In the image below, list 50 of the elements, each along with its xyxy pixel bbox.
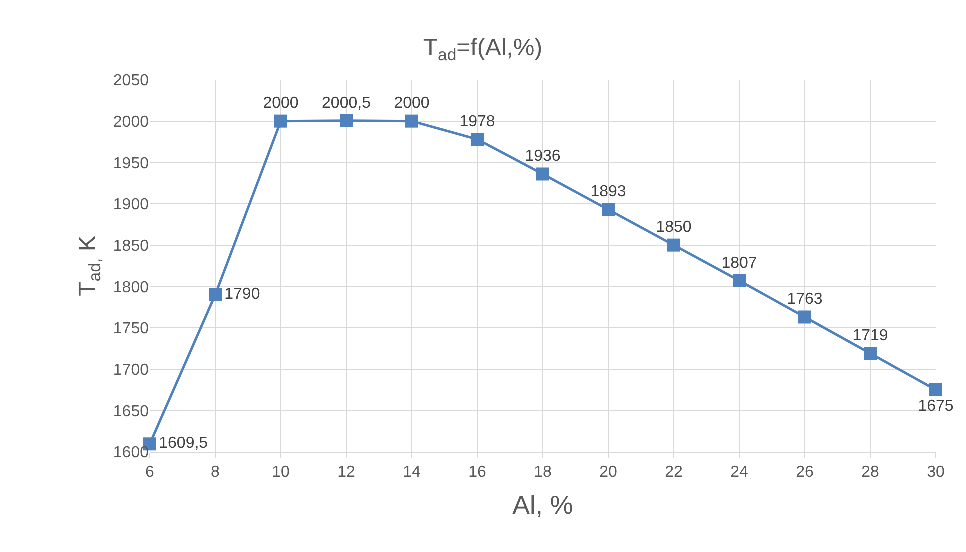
- x-tick-label: 16: [468, 464, 486, 482]
- data-label: 1719: [852, 328, 888, 345]
- x-tick-label: 10: [272, 464, 290, 482]
- chart-title: T$_{ad}$=f(Al,%): [423, 34, 543, 64]
- point: [798, 310, 812, 324]
- x-tick-label: 14: [403, 464, 421, 482]
- x-tick-label: 6: [146, 464, 155, 482]
- point: [274, 114, 288, 128]
- data-label: 1790: [224, 286, 260, 303]
- data-label: 2000: [263, 95, 299, 112]
- data-label: 1763: [787, 291, 823, 308]
- point: [209, 288, 222, 302]
- point: [536, 168, 550, 181]
- y-tick-label: 1750: [113, 320, 150, 338]
- point: [733, 274, 746, 288]
- x-tick-label: 20: [600, 464, 618, 482]
- point: [340, 114, 353, 128]
- y-tick-label: 1650: [113, 403, 150, 420]
- y-tick-label: 1600: [113, 444, 150, 462]
- data-label: 1936: [525, 148, 561, 166]
- point: [930, 384, 942, 396]
- y-tick-label: 2000: [113, 114, 150, 131]
- y-tick-label: 1700: [113, 362, 150, 379]
- y-tick-label: 1900: [113, 196, 150, 214]
- x-tick-label: 24: [730, 464, 748, 482]
- point: [668, 238, 680, 252]
- y-tick-label: 1850: [113, 238, 150, 255]
- x-tick-label: 18: [534, 464, 552, 482]
- x-tick-label: 8: [211, 464, 220, 482]
- data-label: 2000: [394, 95, 430, 112]
- x-tick-label: 12: [338, 464, 356, 482]
- point: [602, 203, 615, 216]
- x-axis-title: Al, %: [512, 490, 574, 520]
- data-label: 2000,5: [322, 94, 372, 112]
- point: [864, 347, 877, 360]
- data-label: 1978: [460, 113, 496, 130]
- point: [471, 133, 484, 146]
- data-label: 1807: [722, 254, 758, 272]
- point: [406, 114, 418, 128]
- x-tick-label: 22: [665, 464, 683, 482]
- y-tick-label: 1800: [113, 279, 150, 296]
- y-tick-label: 1950: [113, 155, 150, 172]
- data-label: 1850: [656, 219, 692, 236]
- x-tick-label: 26: [796, 464, 814, 482]
- x-tick-label: 30: [927, 464, 945, 482]
- data-label: 1893: [590, 184, 626, 201]
- x-tick-label: 28: [862, 464, 880, 482]
- data-label: 1675: [918, 398, 954, 416]
- data-label: 1609,5: [159, 435, 208, 452]
- y-tick-label: 2050: [113, 72, 150, 90]
